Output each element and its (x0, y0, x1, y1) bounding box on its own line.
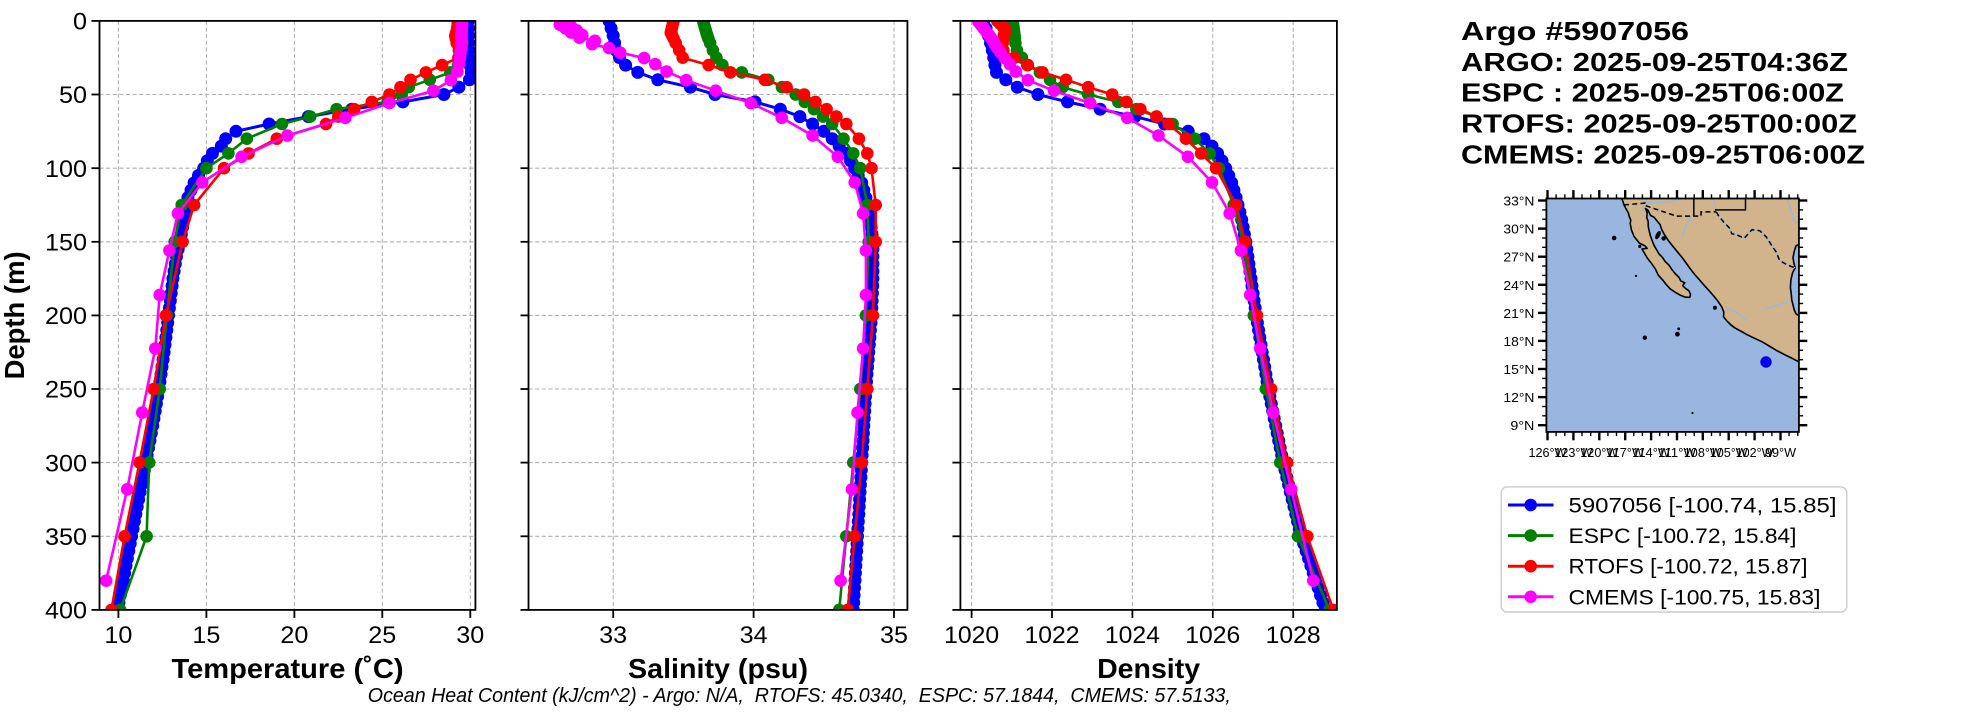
svg-text:120°W: 120°W (1580, 445, 1619, 460)
svg-text:1024: 1024 (1105, 622, 1160, 649)
svg-text:111°W: 111°W (1658, 445, 1697, 460)
svg-text:Salinity (psu): Salinity (psu) (628, 653, 808, 684)
svg-text:102°W: 102°W (1736, 445, 1775, 460)
svg-text:15°N: 15°N (1503, 362, 1534, 377)
svg-text:1020: 1020 (944, 622, 999, 649)
svg-text:CMEMS: 2025-09-25T06:00Z: CMEMS: 2025-09-25T06:00Z (1461, 139, 1865, 169)
svg-text:1026: 1026 (1185, 622, 1240, 649)
svg-text:108°W: 108°W (1684, 445, 1723, 460)
svg-text:33°N: 33°N (1503, 194, 1534, 209)
svg-text:Depth (m): Depth (m) (0, 251, 30, 379)
svg-text:15: 15 (192, 622, 220, 649)
svg-text:5907056 [-100.74, 15.85]: 5907056 [-100.74, 15.85] (1569, 494, 1837, 518)
svg-text:30°N: 30°N (1503, 222, 1534, 237)
svg-text:Argo #5907056: Argo #5907056 (1461, 16, 1689, 46)
svg-text:99°W: 99°W (1765, 445, 1797, 460)
svg-text:ESPC : 2025-09-25T06:00Z: ESPC : 2025-09-25T06:00Z (1461, 78, 1844, 108)
svg-text:18°N: 18°N (1503, 334, 1534, 349)
svg-text:10: 10 (104, 622, 132, 649)
svg-text:200: 200 (45, 303, 87, 330)
svg-text:117°W: 117°W (1606, 445, 1645, 460)
svg-text:34: 34 (740, 622, 768, 649)
svg-text:123°W: 123°W (1554, 445, 1593, 460)
svg-text:RTOFS: 2025-09-25T00:00Z: RTOFS: 2025-09-25T00:00Z (1461, 109, 1857, 139)
svg-text:CMEMS [-100.75, 15.83]: CMEMS [-100.75, 15.83] (1569, 585, 1821, 609)
svg-text:9°N: 9°N (1510, 418, 1534, 433)
svg-text:Temperature (˚C): Temperature (˚C) (172, 653, 404, 684)
svg-text:21°N: 21°N (1503, 306, 1534, 321)
svg-text:105°W: 105°W (1710, 445, 1749, 460)
svg-text:0: 0 (73, 9, 87, 36)
svg-text:Ocean Heat Content (kJ/cm^2) -: Ocean Heat Content (kJ/cm^2) - Argo: N/A… (368, 685, 1231, 707)
svg-text:114°W: 114°W (1632, 445, 1671, 460)
svg-text:RTOFS [-100.72, 15.87]: RTOFS [-100.72, 15.87] (1569, 555, 1808, 579)
svg-text:ESPC [-100.72, 15.84]: ESPC [-100.72, 15.84] (1569, 524, 1797, 548)
svg-text:25: 25 (368, 622, 396, 649)
svg-text:350: 350 (45, 524, 87, 551)
svg-text:400: 400 (45, 598, 87, 625)
svg-text:24°N: 24°N (1503, 278, 1534, 293)
svg-text:35: 35 (880, 622, 908, 649)
svg-text:33: 33 (599, 622, 627, 649)
svg-text:1028: 1028 (1266, 622, 1321, 649)
svg-text:Density: Density (1097, 653, 1200, 684)
svg-text:50: 50 (59, 82, 87, 109)
svg-text:27°N: 27°N (1503, 250, 1534, 265)
svg-text:1022: 1022 (1025, 622, 1080, 649)
svg-text:150: 150 (45, 230, 87, 257)
svg-text:100: 100 (45, 156, 87, 183)
svg-text:12°N: 12°N (1503, 390, 1534, 405)
svg-text:30: 30 (456, 622, 484, 649)
svg-text:20: 20 (280, 622, 308, 649)
svg-text:ARGO: 2025-09-25T04:36Z: ARGO: 2025-09-25T04:36Z (1461, 47, 1848, 77)
svg-text:126°W: 126°W (1529, 445, 1568, 460)
svg-text:250: 250 (45, 377, 87, 404)
svg-text:300: 300 (45, 450, 87, 477)
